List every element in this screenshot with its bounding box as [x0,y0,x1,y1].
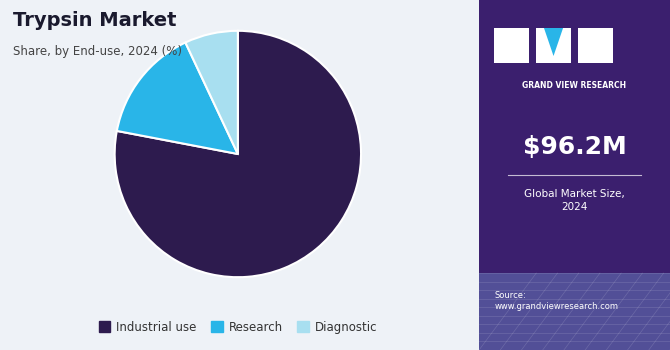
FancyBboxPatch shape [536,28,571,63]
FancyBboxPatch shape [479,273,670,350]
FancyBboxPatch shape [479,0,670,350]
Wedge shape [117,43,238,154]
Polygon shape [544,28,563,56]
Text: $96.2M: $96.2M [523,135,626,159]
Wedge shape [115,31,361,277]
Text: Global Market Size,
2024: Global Market Size, 2024 [524,189,625,212]
Text: Source:
www.grandviewresearch.com: Source: www.grandviewresearch.com [494,290,618,311]
FancyBboxPatch shape [494,28,529,63]
Wedge shape [186,31,238,154]
Text: Share, by End-use, 2024 (%): Share, by End-use, 2024 (%) [13,46,182,58]
Text: Trypsin Market: Trypsin Market [13,10,177,29]
Legend: Industrial use, Research, Diagnostic: Industrial use, Research, Diagnostic [94,316,382,338]
Text: GRAND VIEW RESEARCH: GRAND VIEW RESEARCH [523,80,626,90]
FancyBboxPatch shape [578,28,612,63]
